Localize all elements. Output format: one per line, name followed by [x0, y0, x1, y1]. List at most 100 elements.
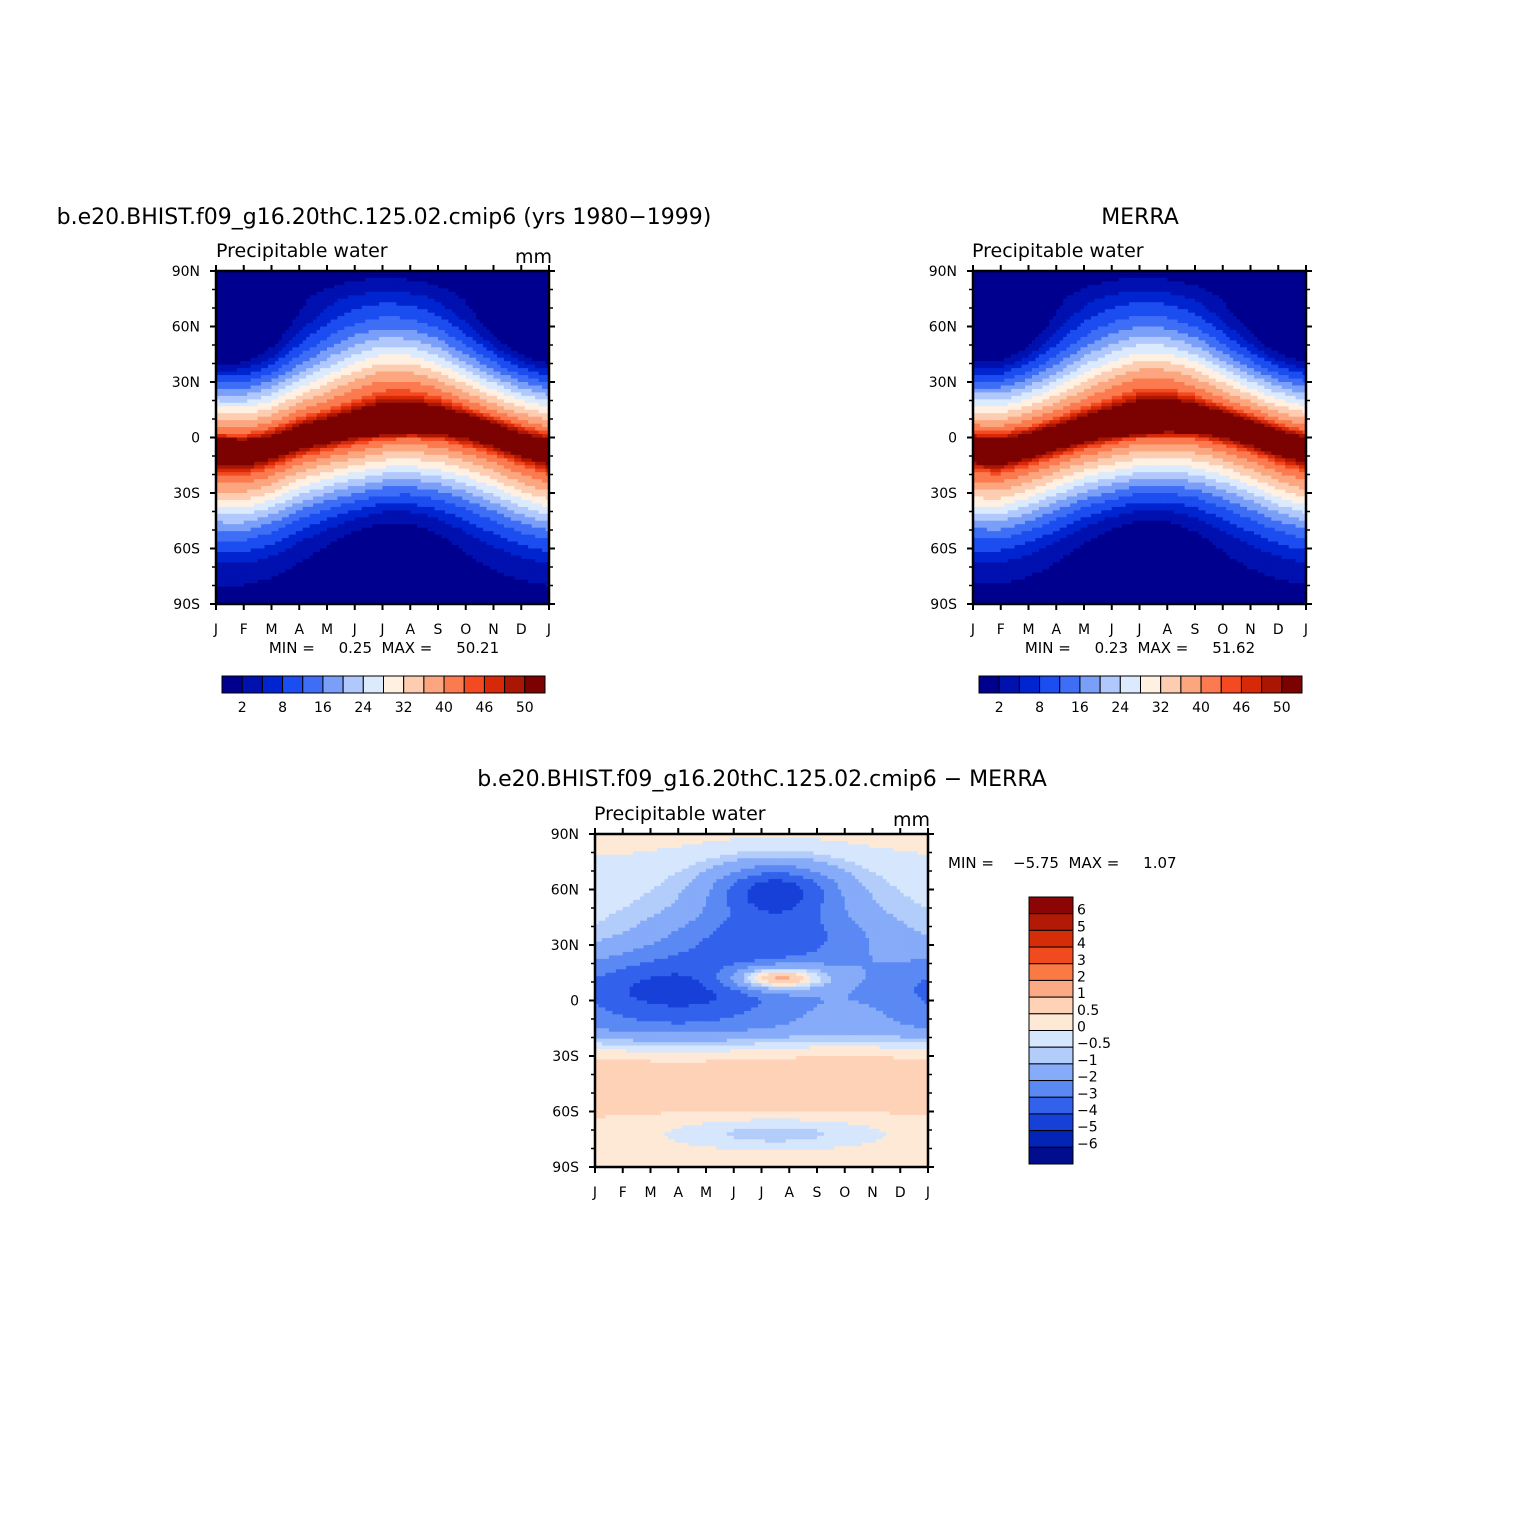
heatmap-cell [330, 295, 334, 299]
heatmap-cell [462, 327, 466, 331]
heatmap-cell [296, 448, 300, 452]
heatmap-cell [514, 340, 518, 344]
heatmap-cell [362, 406, 366, 410]
heatmap-cell [254, 347, 258, 351]
heatmap-cell [435, 320, 439, 324]
heatmap-cell [261, 427, 265, 431]
heatmap-cell [278, 417, 282, 421]
heatmap-cell [490, 448, 494, 452]
heatmap-cell [272, 333, 276, 337]
heatmap-cell [410, 361, 414, 365]
heatmap-cell [494, 424, 498, 428]
heatmap-cell [407, 420, 411, 424]
heatmap-cell [459, 441, 463, 445]
heatmap-cell [455, 396, 459, 400]
heatmap-cell [341, 354, 345, 358]
heatmap-cell [469, 351, 473, 355]
heatmap-cell [265, 375, 269, 379]
heatmap-cell [258, 420, 262, 424]
heatmap-cell [407, 406, 411, 410]
heatmap-cell [310, 309, 314, 313]
heatmap-cell [237, 399, 241, 403]
heatmap-cell [272, 410, 276, 414]
panel1-left-label: Precipitable water [216, 240, 388, 262]
heatmap-cell [435, 340, 439, 344]
heatmap-cell [494, 417, 498, 421]
heatmap-cell [435, 389, 439, 393]
heatmap-cell [324, 365, 328, 369]
heatmap-cell [344, 434, 348, 438]
heatmap-cell [452, 333, 456, 337]
heatmap-cell [431, 278, 435, 282]
heatmap-cell [330, 392, 334, 396]
heatmap-cell [528, 375, 532, 379]
heatmap-cell [313, 320, 317, 324]
heatmap-cell [337, 358, 341, 362]
heatmap-cell [265, 344, 269, 348]
heatmap-cell [525, 365, 529, 369]
heatmap-cell [494, 347, 498, 351]
heatmap-cell [337, 361, 341, 365]
heatmap-cell [247, 330, 251, 334]
heatmap-cell [258, 309, 262, 313]
heatmap-cell [476, 399, 480, 403]
heatmap-cell [462, 361, 466, 365]
heatmap-cell [462, 323, 466, 327]
heatmap-cell [476, 327, 480, 331]
heatmap-cell [452, 347, 456, 351]
heatmap-cell [254, 368, 258, 372]
heatmap-cell [341, 285, 345, 289]
heatmap-cell [410, 448, 414, 452]
heatmap-cell [445, 340, 449, 344]
heatmap-cell [521, 379, 525, 383]
heatmap-cell [469, 375, 473, 379]
heatmap-cell [327, 392, 331, 396]
heatmap-cell [421, 420, 425, 424]
heatmap-cell [372, 365, 376, 369]
heatmap-cell [403, 438, 407, 442]
heatmap-cell [469, 288, 473, 292]
heatmap-cell [310, 354, 314, 358]
heatmap-cell [233, 313, 237, 317]
heatmap-cell [407, 385, 411, 389]
heatmap-cell [441, 444, 445, 448]
heatmap-cell [341, 327, 345, 331]
heatmap-cell [452, 375, 456, 379]
heatmap-cell [473, 444, 477, 448]
heatmap-cell [306, 375, 310, 379]
heatmap-cell [244, 385, 248, 389]
heatmap-cell [396, 327, 400, 331]
heatmap-cell [299, 320, 303, 324]
heatmap-cell [372, 424, 376, 428]
heatmap-cell [261, 420, 265, 424]
heatmap-cell [459, 410, 463, 414]
heatmap-cell [362, 417, 366, 421]
heatmap-cell [386, 306, 390, 310]
heatmap-cell [355, 323, 359, 327]
heatmap-cell [407, 337, 411, 341]
heatmap-cell [469, 327, 473, 331]
heatmap-cell [237, 385, 241, 389]
heatmap-cell [310, 274, 314, 278]
heatmap-cell [400, 323, 404, 327]
heatmap-cell [441, 396, 445, 400]
heatmap-cell [275, 385, 279, 389]
heatmap-cell [535, 385, 539, 389]
heatmap-cell [327, 327, 331, 331]
heatmap-cell [369, 309, 373, 313]
heatmap-cell [320, 361, 324, 365]
heatmap-cell [306, 344, 310, 348]
heatmap-cell [355, 392, 359, 396]
heatmap-cell [504, 438, 508, 442]
heatmap-cell [254, 399, 258, 403]
heatmap-cell [289, 427, 293, 431]
heatmap-cell [407, 351, 411, 355]
heatmap-cell [431, 420, 435, 424]
heatmap-cell [462, 306, 466, 310]
heatmap-cell [428, 410, 432, 414]
heatmap-cell [258, 385, 262, 389]
heatmap-cell [310, 278, 314, 282]
heatmap-cell [539, 292, 543, 296]
heatmap-cell [494, 309, 498, 313]
heatmap-cell [247, 302, 251, 306]
